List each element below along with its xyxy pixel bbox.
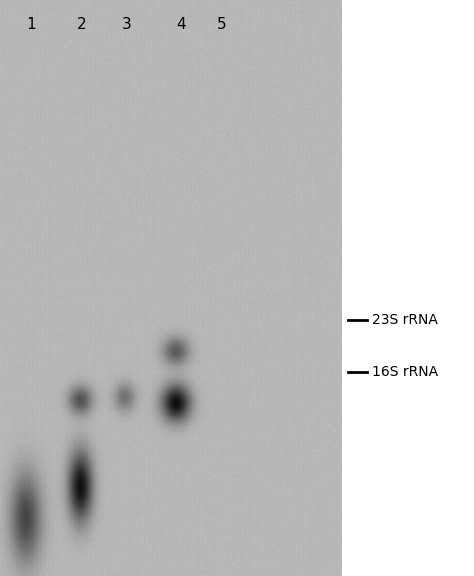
Text: 23S rRNA: 23S rRNA [372,313,438,327]
Text: 4: 4 [176,17,186,32]
Text: 2: 2 [77,17,87,32]
Text: 1: 1 [26,17,36,32]
Text: 16S rRNA: 16S rRNA [372,365,438,378]
Text: 5: 5 [217,17,227,32]
Text: 3: 3 [121,17,131,32]
